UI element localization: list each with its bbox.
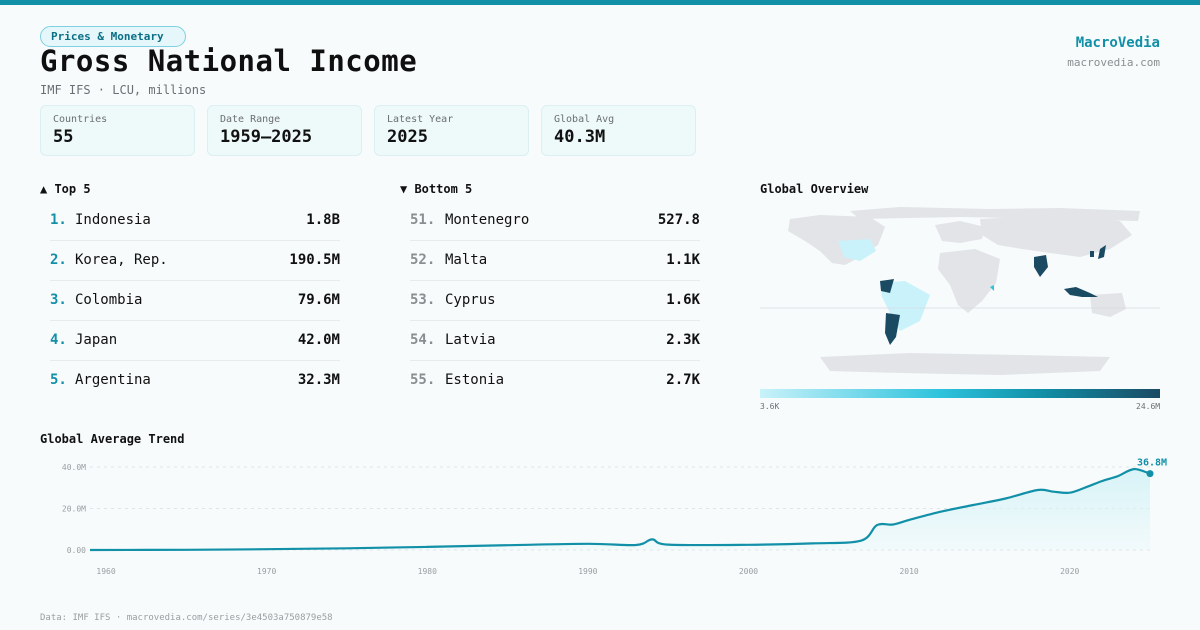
world-map[interactable] xyxy=(760,205,1160,385)
stat-label: Latest Year xyxy=(387,114,454,125)
country-name: Malta xyxy=(445,252,488,268)
page-subtitle: IMF IFS · LCU, millions xyxy=(40,83,207,97)
x-tick-label: 1980 xyxy=(418,567,437,576)
country-name: Estonia xyxy=(445,372,505,388)
bottom5-row[interactable]: 52. Malta 1.1K xyxy=(410,240,700,281)
x-tick-label: 1970 xyxy=(257,567,276,576)
trend-heading: Global Average Trend xyxy=(40,432,185,446)
x-tick-label: 2020 xyxy=(1060,567,1079,576)
bottom5-heading: ▼ Bottom 5 xyxy=(400,182,473,196)
stat-card-latest-year: Latest Year 2025 xyxy=(374,105,529,156)
rank-number: 51. xyxy=(410,212,436,228)
country-value: 1.6K xyxy=(666,292,700,308)
map-region-colombia xyxy=(880,279,894,293)
x-tick-label: 2010 xyxy=(899,567,918,576)
top5-row[interactable]: 2. Korea, Rep. 190.5M xyxy=(50,240,340,281)
x-tick-label: 1990 xyxy=(578,567,597,576)
rank-number: 53. xyxy=(410,292,436,308)
map-region-usa xyxy=(838,239,876,261)
top5-row[interactable]: 1. Indonesia 1.8B xyxy=(50,200,340,241)
country-name: Japan xyxy=(75,332,118,348)
trend-end-point xyxy=(1146,470,1154,478)
map-region-indonesia xyxy=(1064,287,1098,297)
stat-value: 1959–2025 xyxy=(220,127,313,147)
map-region-africa xyxy=(938,249,1000,313)
rank-number: 2. xyxy=(50,252,67,268)
country-name: Korea, Rep. xyxy=(75,252,168,268)
map-region-asia xyxy=(980,215,1132,257)
legend-max-label: 24.6M xyxy=(1136,402,1161,411)
footer-source: Data: IMF IFS · macrovedia.com/series/3e… xyxy=(40,613,333,623)
country-value: 79.6M xyxy=(297,292,340,308)
rank-number: 52. xyxy=(410,252,436,268)
country-value: 2.3K xyxy=(666,332,700,348)
rank-number: 5. xyxy=(50,372,67,388)
y-tick-label: 0.00 xyxy=(67,546,86,555)
bottom5-row[interactable]: 55. Estonia 2.7K xyxy=(410,360,700,400)
map-region-argentina xyxy=(885,313,900,345)
x-tick-label: 2000 xyxy=(739,567,758,576)
legend-min-label: 3.6K xyxy=(760,402,780,411)
category-badge[interactable]: Prices & Monetary xyxy=(40,26,186,47)
stat-label: Countries xyxy=(53,114,108,125)
map-region-japan xyxy=(1098,245,1106,259)
stat-card-global-avg: Global Avg 40.3M xyxy=(541,105,696,156)
top5-row[interactable]: 4. Japan 42.0M xyxy=(50,320,340,361)
country-name: Argentina xyxy=(75,372,151,388)
top5-heading: ▲ Top 5 xyxy=(40,182,91,196)
country-name: Montenegro xyxy=(445,212,530,228)
country-name: Cyprus xyxy=(445,292,496,308)
stat-label: Global Avg xyxy=(554,114,615,125)
map-highlights xyxy=(838,239,1106,345)
map-region-australia xyxy=(1090,293,1126,317)
country-value: 42.0M xyxy=(297,332,340,348)
y-tick-label: 20.0M xyxy=(62,505,86,514)
rank-number: 1. xyxy=(50,212,67,228)
map-region-europe xyxy=(935,221,985,243)
trend-area xyxy=(90,469,1150,550)
country-value: 190.5M xyxy=(289,252,340,268)
stat-label: Date Range xyxy=(220,114,281,125)
rank-number: 3. xyxy=(50,292,67,308)
rank-number: 55. xyxy=(410,372,436,388)
trend-chart[interactable]: 0.00 20.0M 40.0M 1960 1970 1980 1990 2000 2010 20… xyxy=(0,455,1200,585)
x-tick-label: 1960 xyxy=(96,567,115,576)
trend-end-label: 36.8M xyxy=(1137,458,1167,469)
country-value: 32.3M xyxy=(297,372,340,388)
stat-value: 2025 xyxy=(387,127,428,147)
top5-row[interactable]: 3. Colombia 79.6M xyxy=(50,280,340,321)
brand-name[interactable]: MacroVedia xyxy=(1075,35,1160,51)
country-value: 1.8B xyxy=(306,212,340,228)
bottom5-row[interactable]: 51. Montenegro 527.8 xyxy=(410,200,700,241)
country-name: Latvia xyxy=(445,332,496,348)
bottom5-row[interactable]: 54. Latvia 2.3K xyxy=(410,320,700,361)
country-name: Indonesia xyxy=(75,212,151,228)
map-heading: Global Overview xyxy=(760,182,869,196)
stat-value: 55 xyxy=(53,127,74,147)
country-name: Colombia xyxy=(75,292,143,308)
rank-number: 54. xyxy=(410,332,436,348)
map-region-antarctica xyxy=(820,353,1110,375)
map-color-legend xyxy=(760,389,1160,398)
top-accent-bar xyxy=(0,0,1200,5)
trend-line xyxy=(89,467,1151,552)
country-value: 2.7K xyxy=(666,372,700,388)
stat-card-countries: Countries 55 xyxy=(40,105,195,156)
map-land-base xyxy=(788,207,1140,375)
map-region-korea xyxy=(1090,251,1094,257)
stat-card-date-range: Date Range 1959–2025 xyxy=(207,105,362,156)
top5-row[interactable]: 5. Argentina 32.3M xyxy=(50,360,340,400)
rank-number: 4. xyxy=(50,332,67,348)
map-region-india xyxy=(1034,255,1048,277)
map-region-brazil xyxy=(880,281,930,331)
country-value: 527.8 xyxy=(657,212,700,228)
bottom5-row[interactable]: 53. Cyprus 1.6K xyxy=(410,280,700,321)
map-region-africa-mid xyxy=(990,285,994,291)
country-value: 1.1K xyxy=(666,252,700,268)
stat-value: 40.3M xyxy=(554,127,606,147)
page-title: Gross National Income xyxy=(40,44,418,78)
y-tick-label: 40.0M xyxy=(62,463,86,472)
brand-url[interactable]: macrovedia.com xyxy=(1067,56,1160,69)
